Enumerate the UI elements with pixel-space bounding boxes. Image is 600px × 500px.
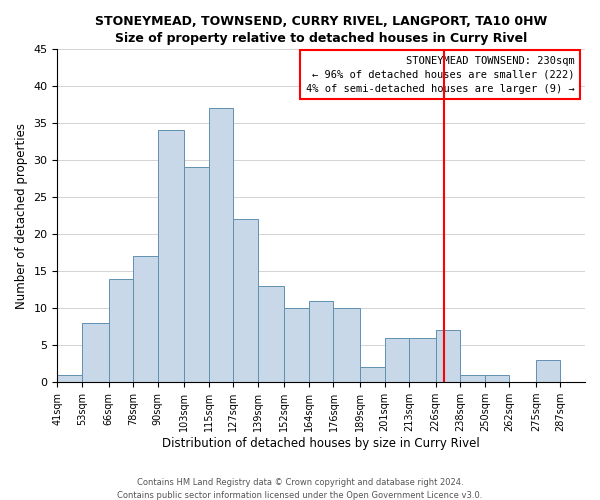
Bar xyxy=(82,323,109,382)
Bar xyxy=(436,330,460,382)
Bar xyxy=(209,108,233,382)
Title: STONEYMEAD, TOWNSEND, CURRY RIVEL, LANGPORT, TA10 0HW
Size of property relative : STONEYMEAD, TOWNSEND, CURRY RIVEL, LANGP… xyxy=(95,15,547,45)
Y-axis label: Number of detached properties: Number of detached properties xyxy=(15,122,28,308)
Bar xyxy=(233,220,258,382)
X-axis label: Distribution of detached houses by size in Curry Rivel: Distribution of detached houses by size … xyxy=(163,437,480,450)
Bar xyxy=(133,256,158,382)
Text: Contains HM Land Registry data © Crown copyright and database right 2024.
Contai: Contains HM Land Registry data © Crown c… xyxy=(118,478,482,500)
Bar xyxy=(360,368,385,382)
Bar xyxy=(460,375,485,382)
Bar xyxy=(158,130,184,382)
Bar xyxy=(184,168,209,382)
Bar xyxy=(485,375,509,382)
Bar xyxy=(109,278,133,382)
Text: STONEYMEAD TOWNSEND: 230sqm
← 96% of detached houses are smaller (222)
4% of sem: STONEYMEAD TOWNSEND: 230sqm ← 96% of det… xyxy=(305,56,574,94)
Bar xyxy=(536,360,560,382)
Bar xyxy=(409,338,436,382)
Bar xyxy=(309,301,334,382)
Bar xyxy=(258,286,284,382)
Bar xyxy=(284,308,309,382)
Bar xyxy=(385,338,409,382)
Bar xyxy=(58,375,82,382)
Bar xyxy=(334,308,360,382)
